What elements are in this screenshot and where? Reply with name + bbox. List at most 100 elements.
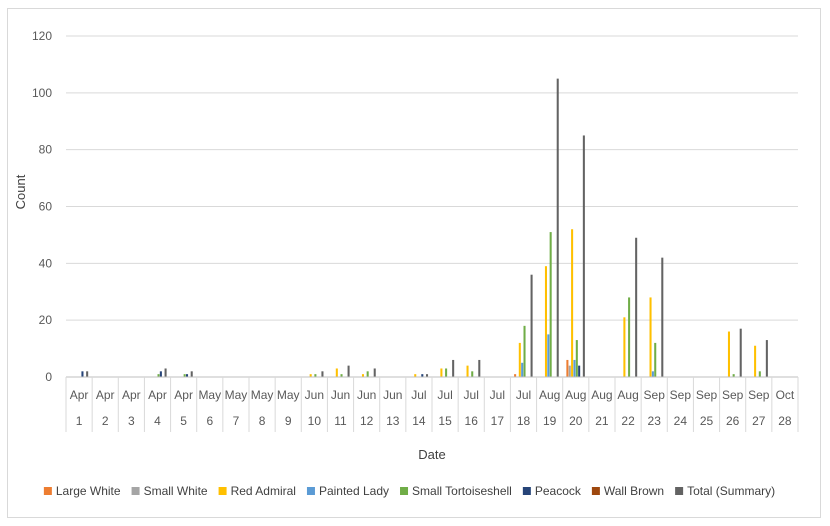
bar-total-summary-1 xyxy=(86,371,89,377)
x-month-label: Jun xyxy=(305,388,324,402)
legend-item-total-summary: Total (Summary) xyxy=(675,484,775,498)
x-day-label: 11 xyxy=(334,414,347,428)
x-day-label: 17 xyxy=(491,414,505,428)
x-month-label: Apr xyxy=(148,388,167,402)
legend-item-painted-lady: Painted Lady xyxy=(306,484,389,498)
bar-total-summary-4 xyxy=(164,368,167,377)
bar-peacock-20 xyxy=(578,365,581,377)
x-day-label: 22 xyxy=(621,414,635,428)
x-month-label: Jul xyxy=(411,388,426,402)
x-month-label: May xyxy=(277,388,300,402)
bar-small-tortoiseshell-12 xyxy=(366,371,369,377)
bar-total-summary-12 xyxy=(373,368,376,377)
legend-label: Large White xyxy=(56,484,121,498)
bar-red-admiral-15 xyxy=(440,368,443,377)
x-month-label: May xyxy=(225,388,248,402)
x-day-label: 12 xyxy=(360,414,374,428)
legend-label: Peacock xyxy=(535,484,582,498)
x-day-label: 18 xyxy=(517,414,531,428)
bar-red-admiral-18 xyxy=(518,342,521,377)
y-tick-label: 0 xyxy=(45,370,52,384)
bar-small-tortoiseshell-5 xyxy=(183,374,186,377)
bar-small-tortoiseshell-15 xyxy=(445,368,448,377)
bar-small-tortoiseshell-23 xyxy=(654,342,657,377)
bar-large-white-18 xyxy=(514,374,517,377)
gridlines xyxy=(66,35,798,321)
bar-red-admiral-12 xyxy=(361,374,364,377)
legend-label: Wall Brown xyxy=(604,484,664,498)
x-month-label: Jul xyxy=(516,388,531,402)
legend-item-small-white: Small White xyxy=(131,484,208,498)
bars xyxy=(81,78,768,378)
x-day-label: 24 xyxy=(674,414,688,428)
x-month-label: Apr xyxy=(122,388,141,402)
bar-total-summary-5 xyxy=(190,371,193,377)
x-month-label: Aug xyxy=(591,388,612,402)
legend-label: Small Tortoiseshell xyxy=(412,484,512,498)
legend-swatch xyxy=(675,487,684,495)
y-axis-title: Count xyxy=(13,174,28,209)
x-day-label: 1 xyxy=(76,414,83,428)
x-day-label: 6 xyxy=(206,414,213,428)
bar-total-summary-26 xyxy=(739,328,742,377)
x-month-label: Aug xyxy=(617,388,638,402)
legend-swatch xyxy=(43,487,52,495)
bar-painted-lady-18 xyxy=(521,362,524,377)
x-day-label: 8 xyxy=(259,414,266,428)
x-month-label: Oct xyxy=(776,388,795,402)
x-day-label: 28 xyxy=(778,414,792,428)
bar-red-admiral-22 xyxy=(623,317,626,377)
bar-total-summary-16 xyxy=(478,359,481,377)
bar-painted-lady-23 xyxy=(651,371,654,377)
x-month-label: Apr xyxy=(174,388,193,402)
legend-item-small-tortoiseshell: Small Tortoiseshell xyxy=(400,484,512,498)
bar-small-tortoiseshell-10 xyxy=(314,374,317,377)
legend-label: Total (Summary) xyxy=(687,484,775,498)
bar-small-tortoiseshell-4 xyxy=(157,374,160,377)
bar-total-summary-19 xyxy=(556,78,559,378)
legend-swatch xyxy=(522,487,531,495)
bar-total-summary-15 xyxy=(452,359,455,377)
bar-small-white-20 xyxy=(568,365,571,377)
bar-red-admiral-10 xyxy=(309,374,312,377)
legend-swatch xyxy=(400,487,409,495)
y-axis-tick-labels: 0 20 40 60 80 100 120 xyxy=(32,29,52,384)
legend-label: Small White xyxy=(144,484,208,498)
y-tick-label: 40 xyxy=(39,256,53,270)
x-axis-title: Date xyxy=(418,447,445,462)
bar-large-white-20 xyxy=(566,359,569,377)
x-month-label: May xyxy=(251,388,274,402)
bar-peacock-14 xyxy=(421,374,424,377)
x-month-label: Jul xyxy=(437,388,452,402)
x-day-label: 4 xyxy=(154,414,161,428)
x-day-label: 26 xyxy=(726,414,740,428)
bar-red-admiral-23 xyxy=(649,297,652,377)
bar-total-summary-20 xyxy=(582,135,585,377)
x-day-label: 2 xyxy=(102,414,109,428)
bar-painted-lady-20 xyxy=(573,359,576,377)
legend-swatch xyxy=(306,487,315,495)
x-day-label: 15 xyxy=(438,414,452,428)
legend-label: Red Admiral xyxy=(231,484,296,498)
legend-item-red-admiral: Red Admiral xyxy=(218,484,296,498)
y-tick-label: 20 xyxy=(39,313,53,327)
x-day-label: 19 xyxy=(543,414,557,428)
x-day-label: 16 xyxy=(465,414,479,428)
x-axis: Apr 1 Apr 2 Apr 3 Apr 4 Apr 5 May 6 May 7 May 8 May 9 Jun 1… xyxy=(65,376,799,432)
x-month-label: Sep xyxy=(748,388,770,402)
bar-small-tortoiseshell-22 xyxy=(628,297,631,377)
bar-total-summary-10 xyxy=(321,371,324,377)
legend-swatch xyxy=(218,487,227,495)
y-tick-label: 120 xyxy=(32,29,52,43)
x-month-label: Jun xyxy=(357,388,376,402)
bar-peacock-5 xyxy=(186,374,189,377)
bar-red-admiral-27 xyxy=(754,345,757,377)
x-day-label: 5 xyxy=(180,414,187,428)
bar-painted-lady-19 xyxy=(547,334,550,378)
x-day-label: 27 xyxy=(752,414,766,428)
bar-total-summary-22 xyxy=(635,237,638,377)
legend-label: Painted Lady xyxy=(319,484,389,498)
bar-small-tortoiseshell-11 xyxy=(340,374,343,377)
x-month-label: Sep xyxy=(670,388,692,402)
